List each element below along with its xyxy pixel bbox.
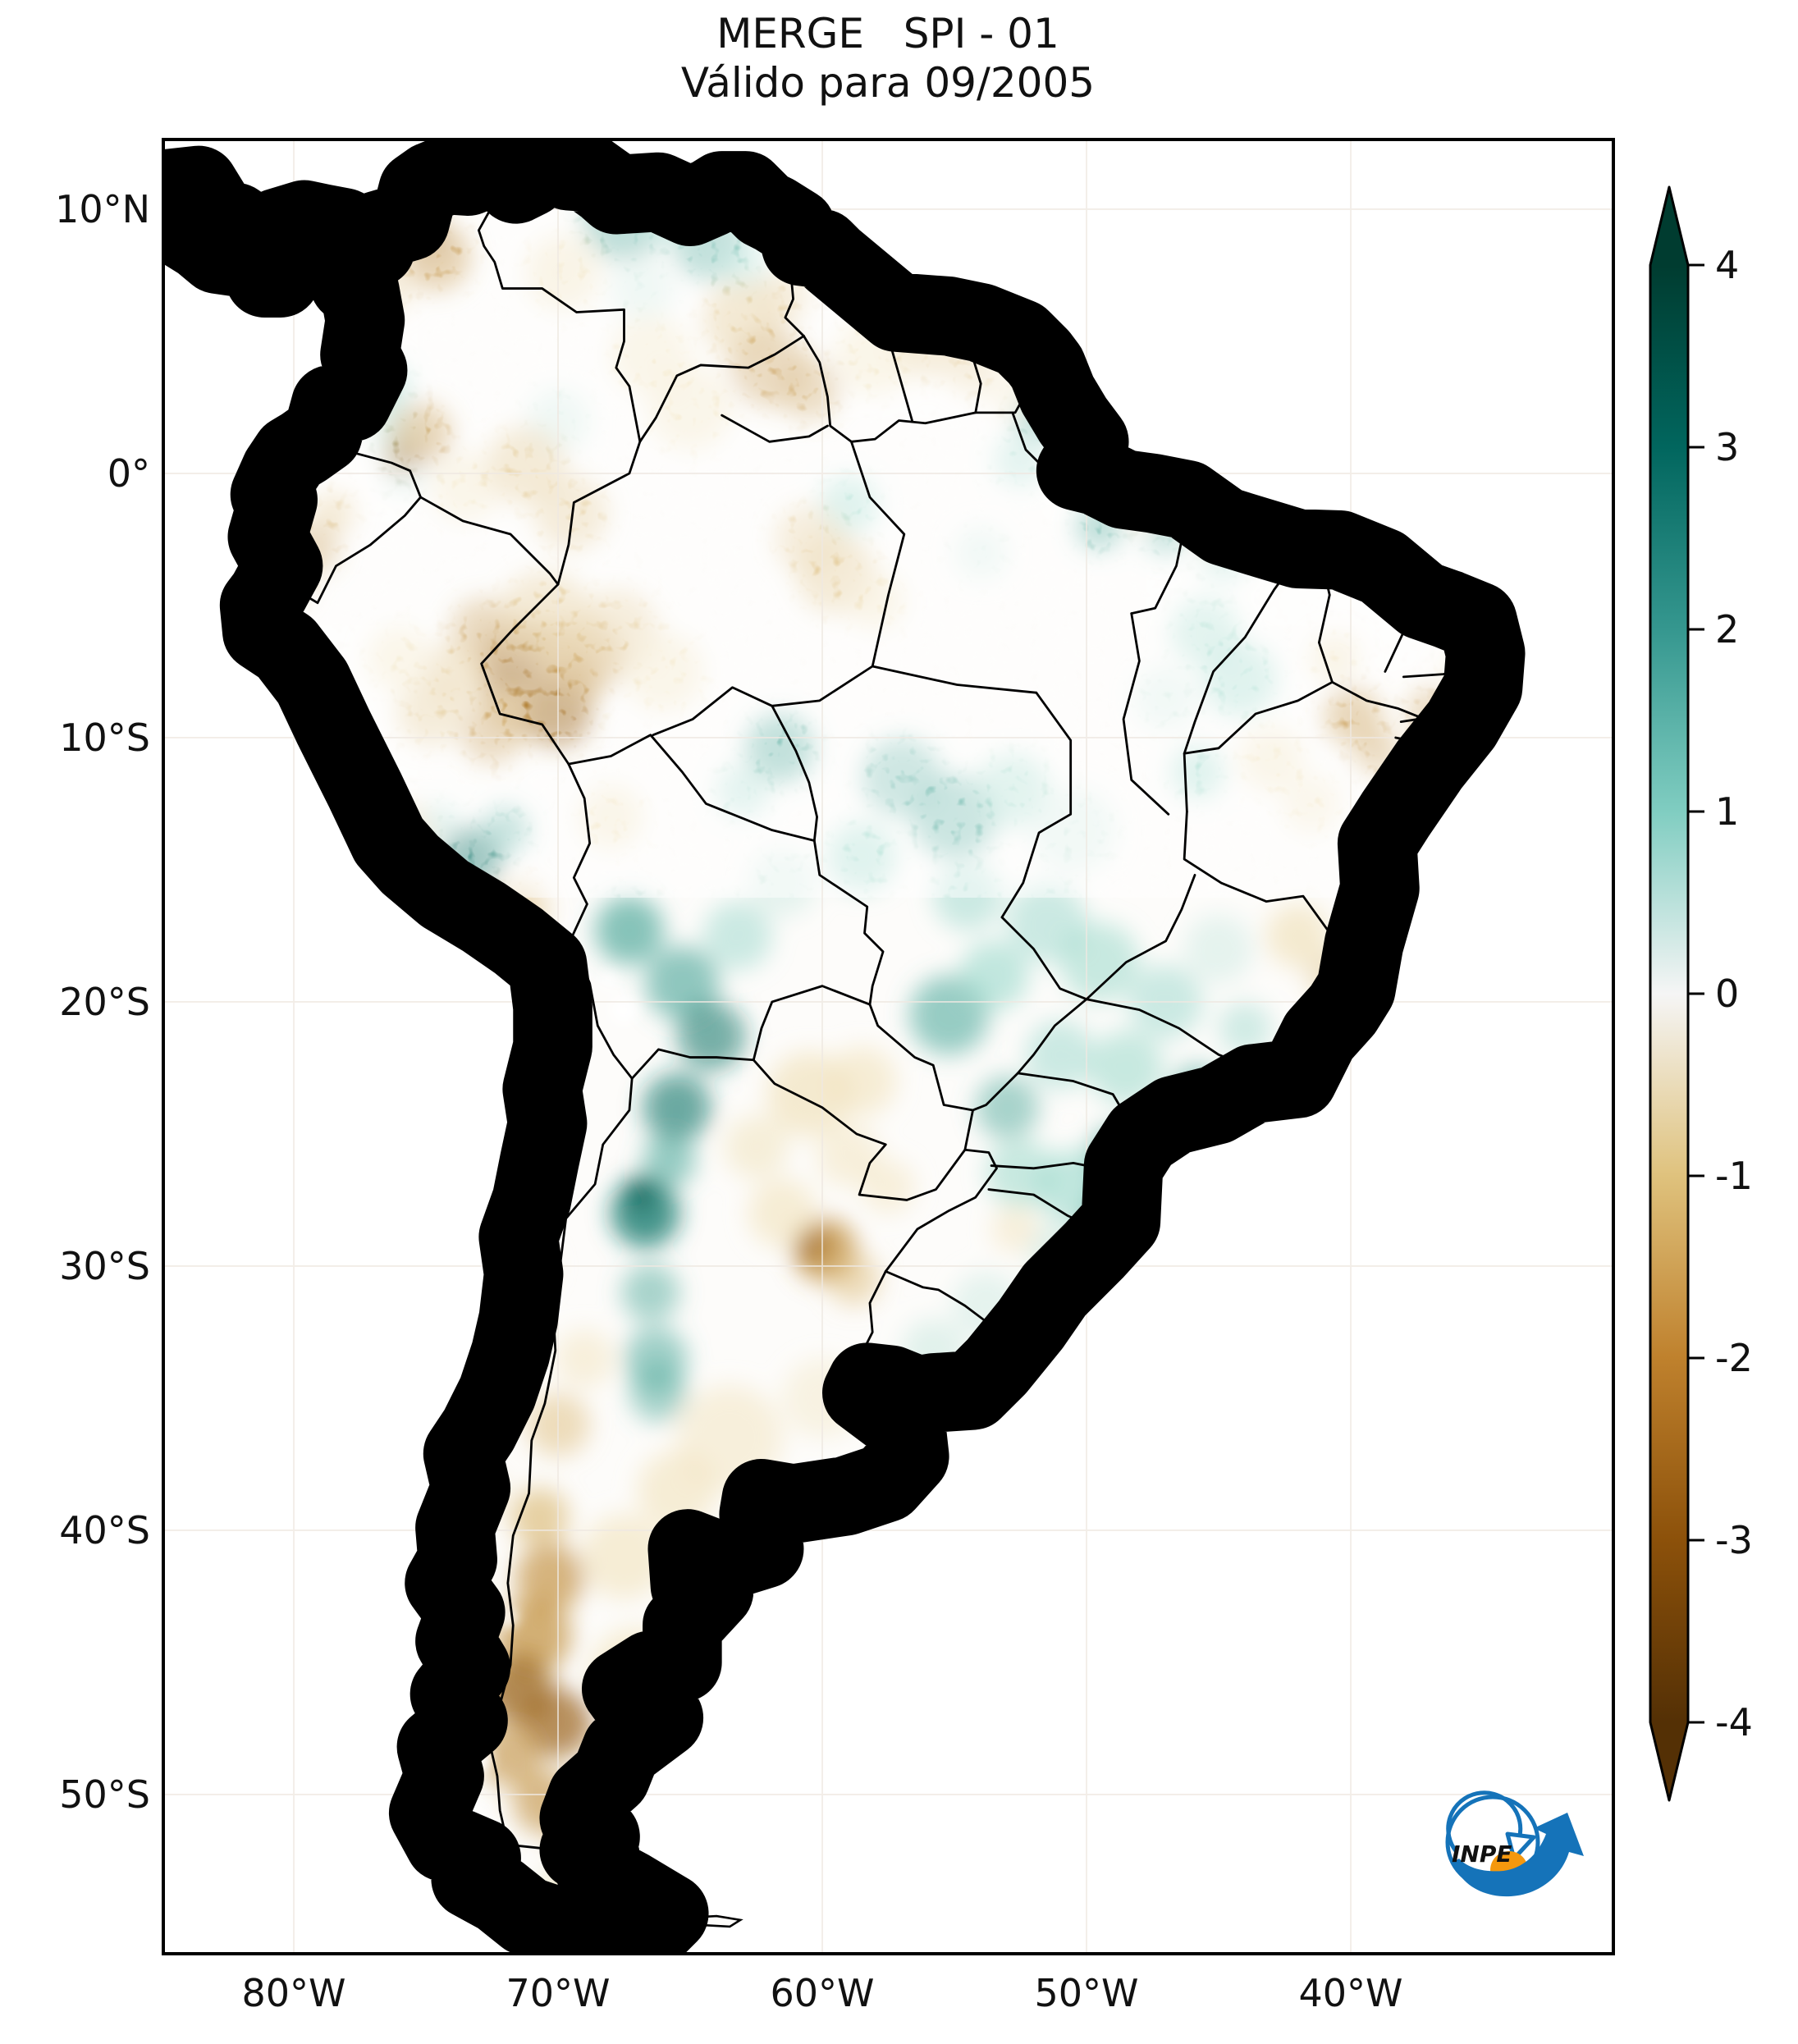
colorbar-tick-label: 1 xyxy=(1715,789,1740,834)
lat-tick-label: 10°S xyxy=(59,716,150,760)
lon-tick-label: 80°W xyxy=(241,1971,346,2015)
colorbar-gradient xyxy=(1650,265,1688,1722)
colorbar-ticks xyxy=(1688,263,1704,1724)
colorbar xyxy=(1649,185,1704,1802)
lat-tick-label: 10°N xyxy=(55,187,150,231)
lat-tick-label: 20°S xyxy=(59,980,150,1024)
lon-tick-label: 60°W xyxy=(770,1971,875,2015)
colorbar-tick-label: -1 xyxy=(1715,1154,1753,1198)
colorbar-tick-label: 3 xyxy=(1715,425,1740,469)
axes-frame xyxy=(162,138,1615,1955)
colorbar-tick-label: -3 xyxy=(1715,1518,1753,1562)
lat-tick-label: 50°S xyxy=(59,1772,150,1817)
map-subtitle: Válido para 09/2005 xyxy=(680,59,1096,107)
colorbar-tick-label: -2 xyxy=(1715,1336,1753,1380)
political-borders xyxy=(283,162,1485,1929)
colorbar-tick-label: 4 xyxy=(1715,243,1740,287)
colorbar-arrow-top xyxy=(1650,187,1688,265)
lat-tick-label: 40°S xyxy=(59,1508,150,1552)
lon-tick-label: 50°W xyxy=(1034,1971,1139,2015)
lat-tick-label: 0° xyxy=(107,451,150,496)
logo-swoosh-arrow xyxy=(1453,1813,1584,1897)
colorbar-tick-label: 0 xyxy=(1715,972,1740,1016)
logo-spiral xyxy=(1446,1790,1523,1854)
lon-tick-label: 40°W xyxy=(1298,1971,1403,2015)
lon-tick-label: 70°W xyxy=(506,1971,611,2015)
lat-tick-label: 30°S xyxy=(59,1244,150,1288)
logo-text: INPE xyxy=(1452,1841,1512,1868)
map-title: MERGE SPI - 01 xyxy=(716,10,1059,57)
colorbar-tick-label: -4 xyxy=(1715,1700,1753,1744)
colorbar-tick-label: 2 xyxy=(1715,607,1740,652)
map-canvas: INPE xyxy=(162,138,1615,1955)
inpe-logo: INPE xyxy=(1445,1790,1584,1897)
colorbar-arrow-bottom xyxy=(1650,1722,1688,1800)
